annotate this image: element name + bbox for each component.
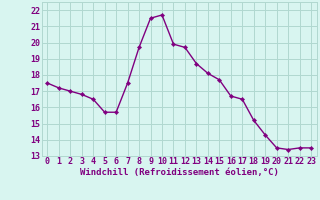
X-axis label: Windchill (Refroidissement éolien,°C): Windchill (Refroidissement éolien,°C) (80, 168, 279, 177)
